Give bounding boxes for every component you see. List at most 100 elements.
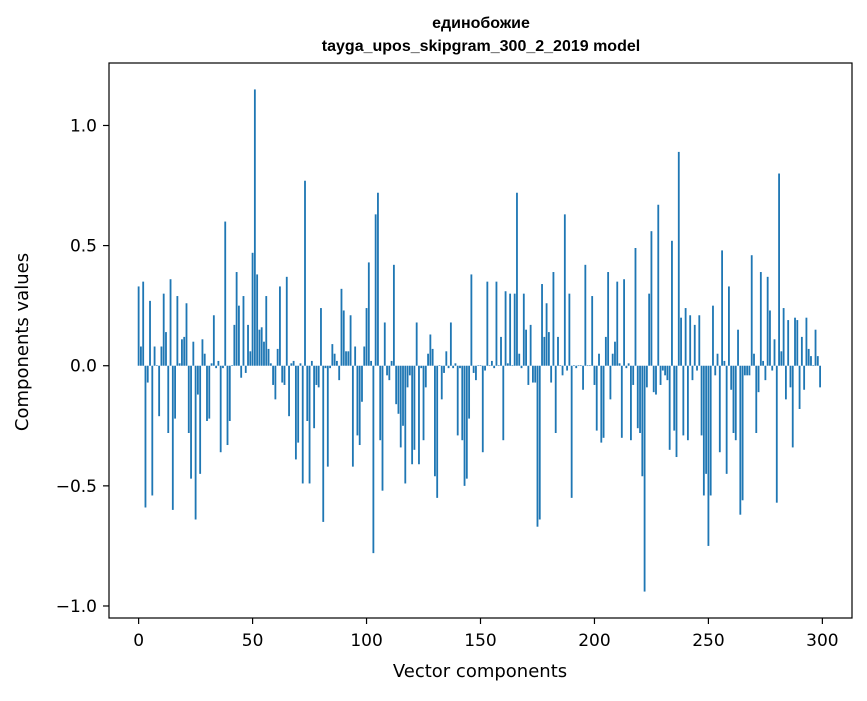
bar <box>534 365 537 383</box>
bar <box>356 365 359 436</box>
bar <box>529 324 532 366</box>
bar <box>538 365 541 520</box>
bar <box>816 356 819 366</box>
bar <box>342 310 345 366</box>
bar <box>222 365 224 369</box>
bar <box>759 272 762 366</box>
bar <box>641 365 644 477</box>
bar <box>142 281 145 366</box>
bar <box>420 365 423 369</box>
bar <box>627 363 630 366</box>
bar <box>472 365 475 373</box>
bar <box>645 365 648 388</box>
bar <box>242 296 245 366</box>
bar <box>554 365 557 433</box>
bar <box>297 365 300 443</box>
bar <box>732 365 735 433</box>
bar <box>595 365 598 431</box>
bar <box>267 348 270 366</box>
bar <box>347 351 350 366</box>
bar <box>573 365 575 367</box>
bar <box>668 365 671 450</box>
bar <box>550 365 553 383</box>
bar <box>598 353 600 366</box>
bar <box>345 351 347 366</box>
bar <box>636 365 639 429</box>
bar <box>219 365 222 453</box>
bar <box>226 365 229 446</box>
bar <box>178 363 181 366</box>
bar <box>652 365 655 393</box>
bar <box>377 192 379 366</box>
bar <box>367 262 370 366</box>
bar <box>228 365 231 421</box>
bar <box>682 365 685 436</box>
bar <box>753 353 755 366</box>
bar <box>520 365 523 369</box>
bar <box>661 365 664 371</box>
bar <box>354 346 357 366</box>
y-tick-label: −0.5 <box>56 477 97 497</box>
bar <box>484 365 486 371</box>
bar <box>206 365 208 421</box>
bar <box>746 365 749 376</box>
bar <box>169 279 172 366</box>
bar <box>151 365 154 496</box>
bar <box>379 365 382 441</box>
bar <box>326 365 329 467</box>
bar <box>623 279 625 366</box>
bar <box>739 365 742 515</box>
bar <box>714 365 717 376</box>
bar <box>698 315 701 366</box>
bar <box>244 365 247 373</box>
bar <box>543 336 546 366</box>
bar <box>383 322 386 366</box>
bar <box>349 315 352 366</box>
bar <box>481 365 484 453</box>
bar <box>313 365 316 429</box>
bar <box>149 300 151 366</box>
bar <box>712 305 714 366</box>
bar <box>527 365 530 385</box>
bar <box>329 365 331 369</box>
bar <box>308 365 311 484</box>
bar <box>351 365 354 467</box>
bar <box>775 365 778 503</box>
bar <box>477 365 480 367</box>
bar <box>696 365 698 371</box>
bar <box>146 365 149 383</box>
bar <box>249 351 252 366</box>
bar <box>459 365 461 369</box>
chart-title: единобожие <box>432 15 530 32</box>
bar <box>513 293 516 366</box>
bar <box>702 365 705 496</box>
bar <box>582 365 584 390</box>
bar <box>794 317 796 366</box>
bar <box>443 365 445 373</box>
bar <box>741 365 744 501</box>
bar <box>504 291 507 366</box>
bar <box>317 365 320 388</box>
bar <box>404 365 407 484</box>
bar <box>803 365 806 390</box>
bar <box>258 329 261 366</box>
bar <box>240 365 243 378</box>
bar <box>294 365 297 460</box>
bar <box>475 365 477 381</box>
bar <box>547 332 550 366</box>
bar <box>509 293 512 366</box>
x-axis-label: Vector components <box>393 661 567 682</box>
bar <box>208 365 211 419</box>
bar <box>306 365 309 421</box>
bar <box>260 327 263 366</box>
bar <box>171 365 174 510</box>
bar <box>536 365 539 527</box>
bar <box>429 334 432 366</box>
bar <box>570 365 573 498</box>
bar <box>796 320 799 366</box>
bar <box>361 365 363 402</box>
bar <box>784 365 787 400</box>
bar <box>648 293 651 366</box>
bar <box>137 286 140 366</box>
